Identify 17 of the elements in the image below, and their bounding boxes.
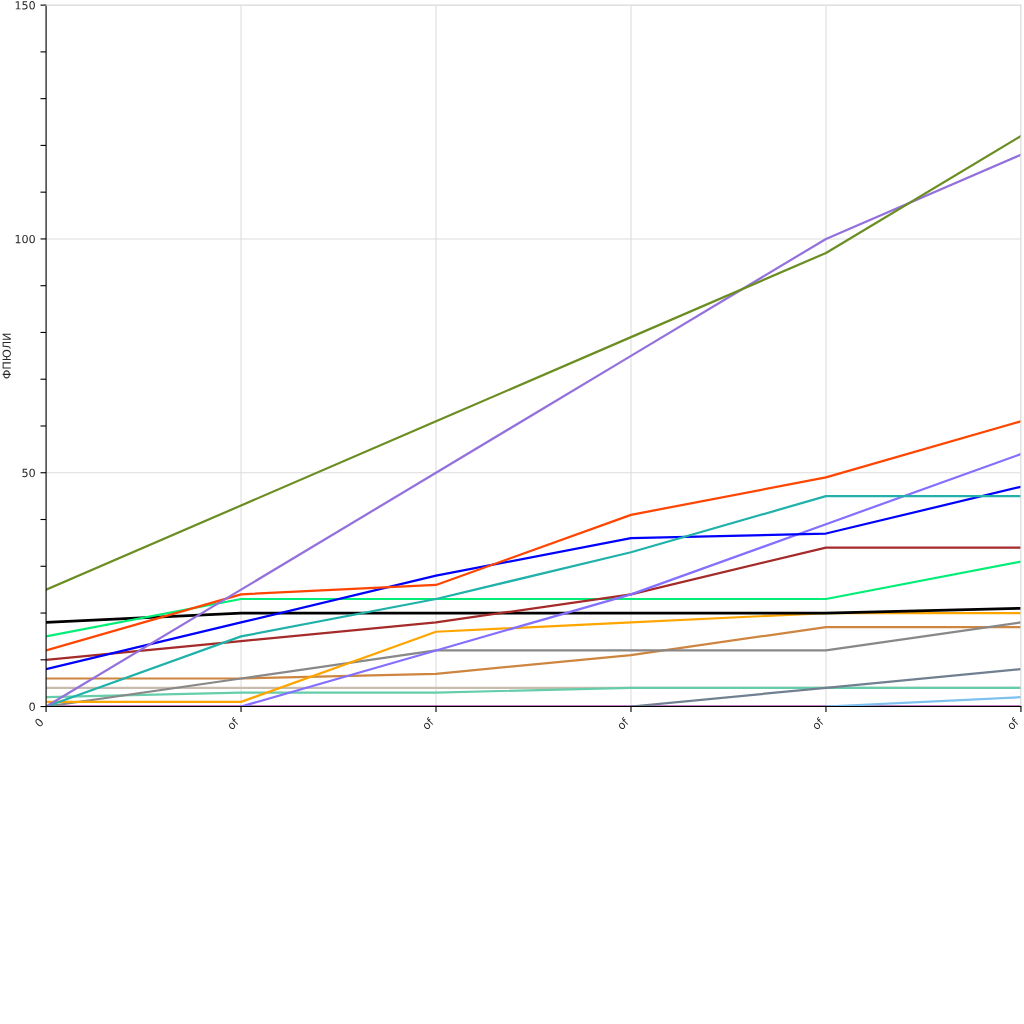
x-tick-label: of [616,716,630,731]
line-series [46,546,1021,661]
line-series [46,625,1021,680]
x-tick-label: 0 [34,717,45,728]
y-axis-title: ФПЮЛИ [2,333,11,379]
x-tick-label: of [1006,716,1020,731]
y-tick-label: 50 [22,468,35,478]
y-tick-label: 0 [29,702,35,711]
x-tick-label: of [811,716,825,731]
y-tick-label: 150 [15,1,35,10]
x-tick-label: of [421,716,435,731]
line-series [239,452,1021,707]
y-tick-label: 100 [15,234,35,244]
line-series [46,485,1021,671]
line-series [46,134,1021,591]
line-series [46,420,1021,652]
x-tick-label: of [226,716,240,731]
